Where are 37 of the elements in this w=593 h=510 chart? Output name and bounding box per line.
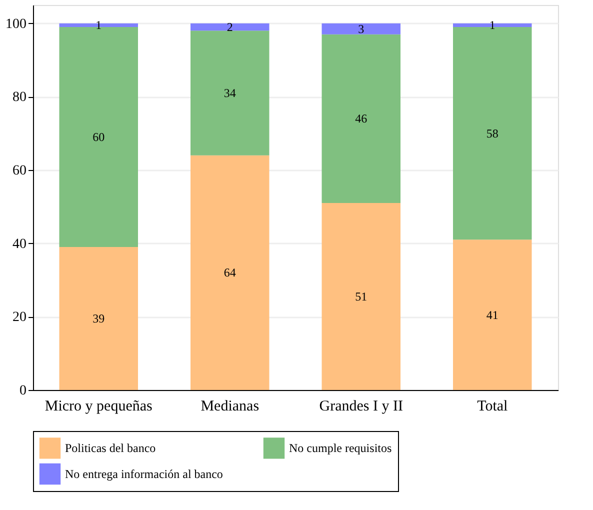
legend-label: No cumple requisitos [289, 441, 392, 456]
data-label: 41 [486, 308, 498, 322]
y-tick-label: 20 [12, 310, 26, 326]
y-tick-label: 100 [6, 16, 26, 32]
y-tick-label: 60 [12, 164, 26, 178]
data-label: 2 [226, 20, 233, 34]
y-tick-label: 80 [12, 90, 26, 106]
bar [453, 27, 532, 240]
data-label: 1 [489, 18, 496, 32]
bar [190, 155, 270, 390]
bar [322, 203, 400, 390]
bar [322, 34, 400, 203]
y-tick-label: 0 [20, 384, 26, 398]
bar [453, 23, 532, 27]
data-label: 58 [486, 126, 498, 140]
x-tick-label: Medianas [200, 398, 260, 414]
bar [59, 27, 138, 247]
bar [322, 23, 400, 34]
bar [190, 23, 270, 31]
data-label: 60 [92, 130, 105, 144]
bar [190, 30, 270, 156]
bar [59, 247, 138, 390]
data-label: 39 [92, 312, 105, 326]
bar [453, 240, 532, 390]
x-tick-label: Micro y pequeñas [44, 398, 153, 414]
data-label: 1 [96, 18, 102, 32]
x-tick-label: Total [477, 398, 508, 414]
data-label: 3 [358, 22, 364, 36]
legend-label: Politicas del banco [65, 441, 156, 456]
legend-label: No entrega información al banco [65, 467, 223, 481]
data-label: 34 [224, 86, 236, 100]
data-label: 51 [355, 290, 368, 304]
data-label: 64 [224, 266, 236, 280]
data-label: 46 [355, 112, 368, 126]
x-tick-label: Grandes I y II [319, 398, 403, 414]
bar [59, 23, 138, 27]
y-tick-label: 40 [12, 236, 26, 252]
